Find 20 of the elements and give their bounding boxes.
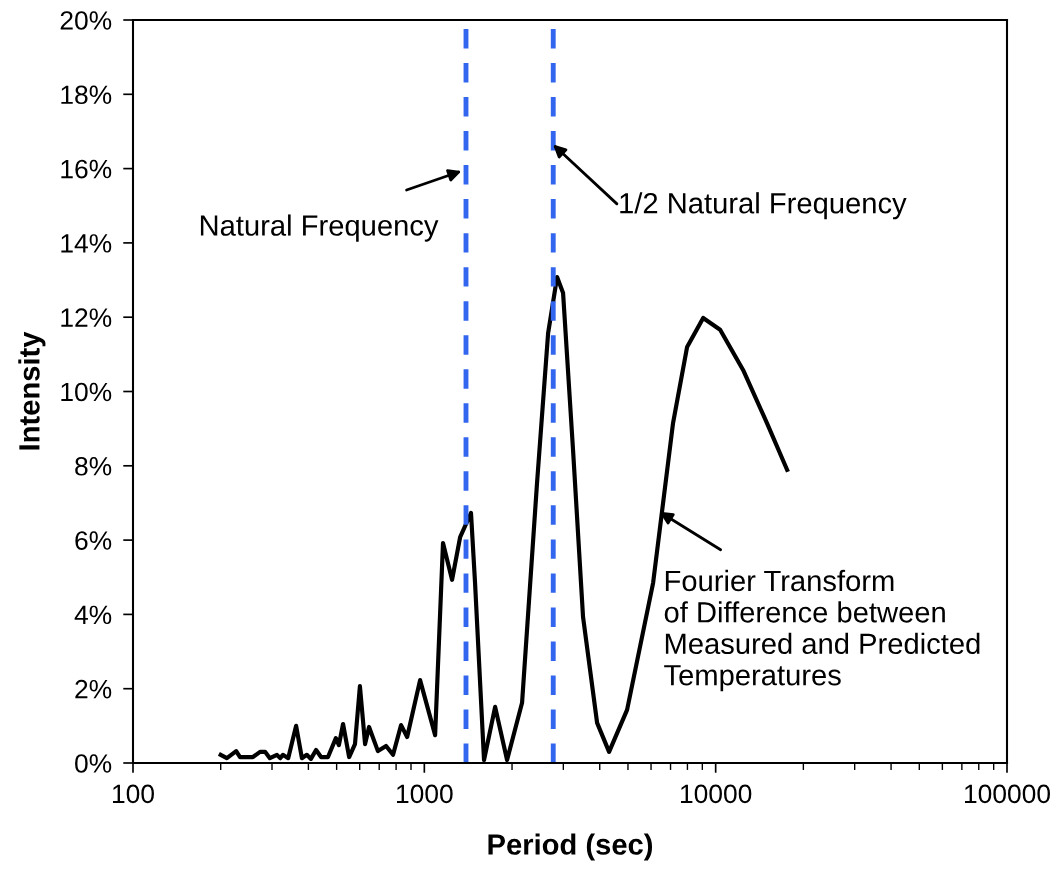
y-tick-label: 6% (75, 531, 112, 550)
x-tick-label: 10000 (680, 784, 752, 804)
annotation: 1/2 Natural Frequency (620, 192, 907, 220)
y-tick-label: 12% (61, 308, 112, 327)
y-tick-label: 2% (75, 679, 112, 699)
y-tick-label: 20% (60, 11, 112, 30)
x-tick-label: 100000 (964, 784, 1050, 804)
x-tick-label: 1000 (397, 784, 453, 804)
y-tick-label: 4% (74, 605, 112, 625)
y-tick-label: 8% (75, 456, 112, 476)
x-tick-label: 100 (113, 784, 154, 804)
y-tick-label: 10% (61, 382, 112, 402)
y-tick-label: 18% (61, 85, 112, 105)
annotation: Fourier Transform of Difference between Measured and Predicted Temperatures (664, 569, 980, 692)
y-tick-label: 16% (61, 159, 112, 179)
y-axis-title: Intensity (18, 331, 46, 450)
x-axis-title: Period (sec) (488, 833, 653, 861)
annotation: Natural Frequency (200, 214, 439, 242)
y-tick-label: 0% (75, 754, 112, 773)
y-tick-label: 14% (61, 234, 112, 253)
